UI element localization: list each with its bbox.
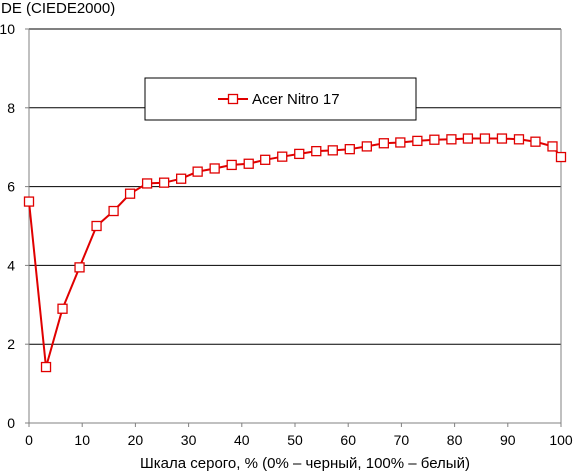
x-tick-label-50: 50 — [287, 432, 303, 448]
data-point-21 — [378, 138, 389, 149]
data-point-31 — [547, 141, 558, 152]
data-point-22 — [395, 137, 406, 148]
axes — [25, 28, 562, 427]
data-point-16 — [294, 148, 305, 160]
data-point-32 — [555, 151, 567, 163]
data-point-15 — [277, 151, 288, 162]
legend-marker — [227, 93, 239, 105]
data-point-26 — [462, 133, 474, 144]
data-point-19 — [344, 144, 355, 155]
y-tick-label-0: 0 — [7, 415, 15, 431]
data-point-17 — [311, 145, 322, 157]
legend-box — [144, 77, 417, 121]
data-point-13 — [243, 158, 254, 169]
x-tick-labels: 0 10 20 30 40 50 60 70 80 90 100 — [25, 432, 573, 448]
data-point-23 — [412, 135, 423, 147]
data-point-12 — [226, 159, 237, 171]
data-point-1 — [40, 361, 52, 373]
x-tick-label-0: 0 — [25, 432, 33, 448]
data-point-5 — [108, 205, 119, 217]
data-point-28 — [496, 133, 508, 144]
x-tick-label-70: 70 — [394, 432, 410, 448]
y-tick-label-6: 6 — [7, 179, 15, 195]
data-point-9 — [176, 173, 187, 184]
data-point-3 — [74, 262, 85, 273]
y-tick-label-2: 2 — [7, 336, 15, 352]
data-point-11 — [209, 163, 220, 174]
data-point-18 — [327, 145, 338, 156]
y-tick-label-8: 8 — [7, 100, 15, 116]
data-point-0 — [23, 196, 35, 207]
data-point-8 — [158, 177, 170, 188]
x-tick-label-80: 80 — [447, 432, 463, 448]
x-tick-label-20: 20 — [128, 432, 144, 448]
x-tick-label-30: 30 — [181, 432, 197, 448]
x-tick-label-10: 10 — [74, 432, 90, 448]
plot-area — [23, 133, 567, 373]
data-point-6 — [124, 188, 136, 199]
data-point-7 — [141, 178, 153, 189]
data-point-20 — [361, 141, 372, 152]
x-tick-label-60: 60 — [340, 432, 356, 448]
x-tick-label-90: 90 — [500, 432, 516, 448]
data-point-4 — [91, 220, 102, 232]
grid-lines — [29, 28, 561, 345]
data-point-27 — [479, 133, 491, 144]
data-point-25 — [446, 134, 457, 145]
data-point-2 — [57, 303, 68, 314]
y-tick-label-4: 4 — [7, 257, 15, 273]
data-point-30 — [530, 136, 541, 147]
data-point-29 — [513, 134, 525, 145]
legend-label: Acer Nitro 17 — [252, 91, 340, 108]
x-axis-label: Шкала серого, % (0% – черный, 100% – бел… — [140, 455, 470, 472]
data-point-14 — [260, 154, 271, 165]
y-tick-label-10: 10 — [0, 21, 15, 37]
data-point-10 — [192, 166, 203, 177]
x-tick-label-40: 40 — [234, 432, 250, 448]
x-tick-label-100: 100 — [549, 432, 573, 448]
y-tick-labels: 0 2 4 6 8 10 — [0, 21, 15, 431]
data-point-24 — [429, 134, 440, 145]
y-axis-label: DE (CIEDE2000) — [1, 0, 115, 17]
legend: Acer Nitro 17 — [144, 77, 417, 121]
